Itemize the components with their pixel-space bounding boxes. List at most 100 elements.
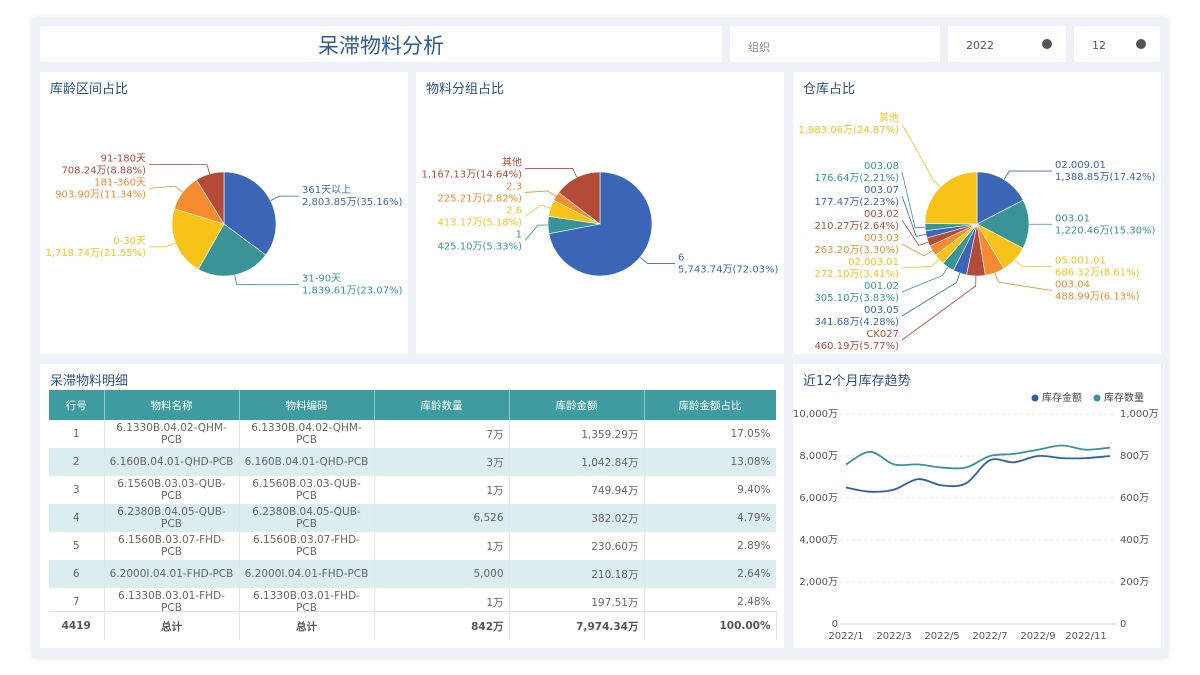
slice-label: 1: [516, 229, 522, 240]
slice-value-label: 460.19万(5.77%): [814, 341, 899, 352]
table-cell: 749.94万: [509, 476, 645, 504]
slice-label: 003.03: [864, 233, 899, 244]
slice-label: 003.01: [1055, 213, 1090, 224]
table-cell: 6.1330B.04.02-QHM-PCB: [104, 420, 240, 448]
table-cell: 7万: [374, 420, 510, 448]
chart-title: 仓库占比: [803, 82, 856, 97]
slice-value-label: 708.24万(8.88%): [61, 165, 146, 176]
filter-value: 12: [1092, 39, 1106, 52]
table-cell: 17.05%: [644, 420, 776, 448]
slice-label: 003.02: [864, 209, 899, 220]
table-row: 1 6.1330B.04.02-QHM-PCB 6.1330B.04.02-QHM-…: [49, 420, 776, 448]
pie-slice: [548, 171, 653, 277]
slice-value-label: 305.10万(3.83%): [814, 293, 899, 304]
y2-tick-label: 200万: [1120, 577, 1149, 588]
table-cell: 6.2000I.04.01-FHD-PCB: [239, 560, 375, 588]
table-cell: 3: [49, 476, 105, 504]
leader-line: [901, 219, 929, 246]
chart-panel: 仓库占比 02.009.01 1,388.85万(17.42%) 003.01 1,2…: [793, 72, 1161, 354]
slice-label: 31-90天: [302, 274, 341, 285]
slice-value-label: 2,803.85万(35.16%): [302, 197, 403, 208]
leader-line: [149, 163, 211, 175]
leader-line: [639, 256, 675, 264]
y-tick-label: 10,000万: [793, 409, 838, 420]
page-title: 呆滞物料分析: [318, 34, 444, 58]
table-cell: 6.160B.04.01-QHD-PCB: [239, 448, 375, 476]
data-table: 行号 物料名称 物料编码 库龄数量 库龄金额 库龄金额占比 1 6.1330B.04.02-Q…: [49, 390, 776, 611]
pie-slice: [196, 171, 225, 226]
slice-value-label: 176.64万(2.21%): [814, 173, 899, 184]
x-tick-label: 2022/9: [1020, 631, 1055, 642]
slice-value-label: 686.32万(8.61%): [1055, 268, 1140, 279]
table-cell: 1万: [374, 532, 510, 560]
year-filter[interactable]: 2022: [948, 26, 1066, 62]
slice-value-label: 1,167.13万(14.64%): [422, 169, 523, 180]
month-filter[interactable]: 12: [1074, 26, 1160, 62]
table-row: 5 6.1560B.03.07-FHD-PCB 6.1560B.03.07-FHD-…: [49, 532, 776, 560]
slice-label: 361天以上: [302, 184, 351, 196]
slice-label: 05.001.01: [1055, 256, 1106, 267]
header: 呆滞物料分析: [40, 26, 722, 62]
footer-cell: 842万: [374, 611, 510, 640]
slice-label: 02.003.01: [848, 257, 899, 268]
y2-tick-label: 400万: [1120, 535, 1149, 546]
leader-line: [901, 171, 926, 229]
slice-value-label: 1,388.85万(17.42%): [1055, 172, 1156, 183]
chart-panel: 近12个月库存趋势 0 2,000万 4,000万 6,000万 8,000万 10,00…: [793, 364, 1161, 648]
leader-line: [994, 272, 1053, 291]
slice-value-label: 425.10万(5.33%): [437, 241, 522, 252]
table-cell: 7: [49, 588, 105, 611]
footer-cell: 7,974.34万: [509, 611, 645, 640]
chart-panel: 库龄区间占比 361天以上 2,803.85万(35.16%) 31-90天 1,83…: [40, 72, 408, 354]
y2-tick-label: 1,000万: [1120, 409, 1159, 420]
footer-cell: 总计: [104, 611, 240, 640]
slice-value-label: 210.27万(2.64%): [814, 221, 899, 232]
slice-label: 2.3: [506, 181, 522, 192]
leader-line: [901, 243, 933, 257]
footer-cell: 总计: [239, 611, 375, 640]
table-cell: 197.51万: [509, 588, 645, 611]
slice-label: 001.02: [864, 281, 899, 292]
pie-chart: 65,743.74万(72.03%) 其他1,167.13万(14.64%)2.3…: [422, 155, 779, 277]
footer-cell: 4419: [49, 611, 105, 640]
table-cell: 6.1330B.03.01-FHD-PCB: [239, 588, 375, 611]
slice-value-label: 225.21万(2.82%): [437, 193, 522, 204]
leader-line: [901, 275, 977, 341]
table-cell: 6,526: [374, 504, 510, 532]
y2-tick-label: 600万: [1120, 493, 1149, 504]
org-filter[interactable]: 组织: [730, 26, 940, 62]
pie-chart: 02.009.011,388.85万(17.42%) 003.011,220.46…: [799, 111, 1156, 352]
slice-label: 02.009.01: [1055, 160, 1106, 171]
clear-icon[interactable]: [1042, 39, 1052, 49]
filter-placeholder: 组织: [748, 41, 770, 54]
table-cell: 2: [49, 448, 105, 476]
legend-marker: [1031, 394, 1039, 402]
table-cell: 2.48%: [644, 588, 776, 611]
table-cell: 5: [49, 532, 105, 560]
table-scroll[interactable]: 行号 物料名称 物料编码 库龄数量 库龄金额 库龄金额占比 1 6.1330B.04.02-Q…: [49, 390, 776, 611]
slice-label: 91-180天: [101, 153, 146, 164]
table-cell: 6.2380B.04.05-QUB-PCB: [239, 504, 375, 532]
slice-value-label: 903.90万(11.34%): [55, 189, 146, 200]
column-header: 库龄金额占比: [644, 390, 776, 420]
slice-value-label: 1,718.74万(21.55%): [46, 248, 147, 259]
table-cell: 382.02万: [509, 504, 645, 532]
slice-label: 181-360天: [94, 177, 146, 188]
y2-tick-label: 0: [1120, 619, 1126, 630]
slice-label: 003.05: [864, 305, 899, 316]
legend-label: 库存数量: [1104, 391, 1144, 404]
y2-tick-label: 800万: [1120, 451, 1149, 462]
pie-slice: [197, 223, 267, 277]
table-cell: 2.89%: [644, 532, 776, 560]
y-tick-label: 6,000万: [799, 493, 838, 504]
slice-value-label: 1,839.61万(23.07%): [302, 286, 403, 297]
slice-value-label: 177.47万(2.23%): [814, 197, 899, 208]
table-cell: 6.1560B.03.03-QUB-PCB: [104, 476, 240, 504]
x-tick-label: 2022/11: [1065, 631, 1107, 642]
leader-line: [524, 224, 549, 241]
clear-icon[interactable]: [1136, 39, 1146, 49]
table-cell: 2.64%: [644, 560, 776, 588]
table-cell: 1,042.84万: [509, 448, 645, 476]
table-cell: 6: [49, 560, 105, 588]
slice-label: 003.04: [1055, 280, 1090, 291]
